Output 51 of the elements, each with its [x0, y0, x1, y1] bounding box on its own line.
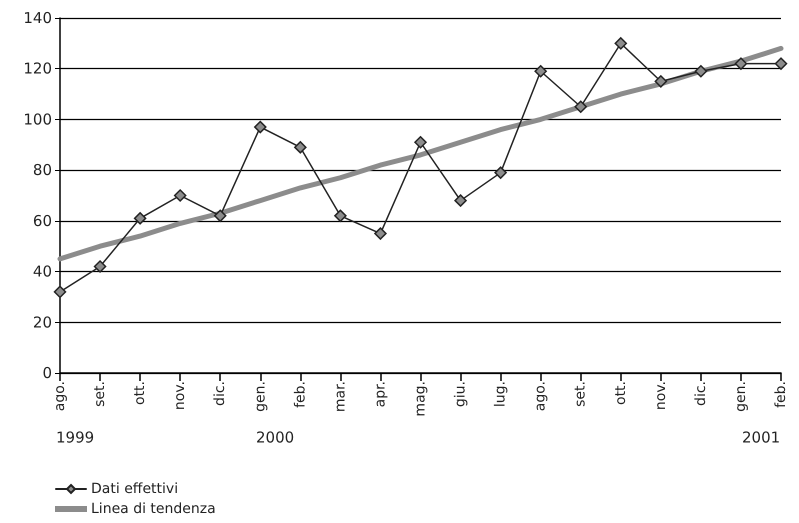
x-tick-label: ago. [52, 381, 68, 412]
legend-label: Linea di tendenza [91, 501, 216, 517]
point [774, 57, 788, 70]
y-tick-label: 100 [23, 110, 52, 128]
x-tick-label: nov. [652, 381, 669, 410]
point [534, 65, 547, 78]
x-tick-label: mag. [412, 381, 428, 417]
point [694, 65, 708, 78]
x-tick-label: feb. [292, 381, 308, 408]
x-tick-label: ago. [532, 381, 549, 412]
x-tick-label: nov. [172, 381, 188, 410]
x-tick-label: feb. [773, 381, 789, 408]
point [374, 227, 387, 240]
y-tick-label: 0 [42, 364, 52, 382]
y-tick-label: 40 [32, 262, 52, 281]
point [574, 100, 587, 113]
x-tick-label: ott. [612, 381, 629, 405]
x-tick-label: lug. [492, 381, 509, 408]
x-tick-label: giu. [452, 381, 469, 408]
point [134, 212, 146, 225]
x-tick-label: ott. [132, 381, 148, 405]
legend-label: Dati effettivi [91, 481, 178, 497]
y-tick-label: 20 [32, 313, 52, 332]
point [94, 260, 106, 273]
point [214, 210, 226, 222]
point [294, 141, 307, 154]
point [414, 136, 427, 148]
point [614, 37, 628, 50]
y-tick-label: 120 [23, 60, 52, 78]
point [654, 75, 668, 88]
point [734, 57, 748, 70]
x-tick-label: dic. [692, 381, 709, 406]
point [254, 120, 267, 134]
point [54, 286, 66, 298]
x-tick-label: set. [572, 381, 589, 407]
point [334, 210, 347, 222]
y-tick-label: 80 [32, 161, 52, 180]
text: 2000 [256, 428, 294, 446]
x-tick-label: gen. [732, 381, 749, 412]
x-tick-label: gen. [252, 381, 268, 412]
point [174, 189, 186, 202]
text: 2001 [742, 428, 780, 446]
point [454, 194, 467, 207]
text: 1999 [56, 428, 94, 446]
y-tick-label: 140 [23, 9, 52, 27]
x-tick-label: mar. [332, 381, 348, 412]
point [494, 166, 507, 179]
x-tick-label: set. [92, 381, 108, 407]
x-tick-label: dic. [212, 381, 228, 406]
y-tick-label: 60 [32, 212, 52, 230]
x-tick-label: apr. [372, 381, 388, 408]
